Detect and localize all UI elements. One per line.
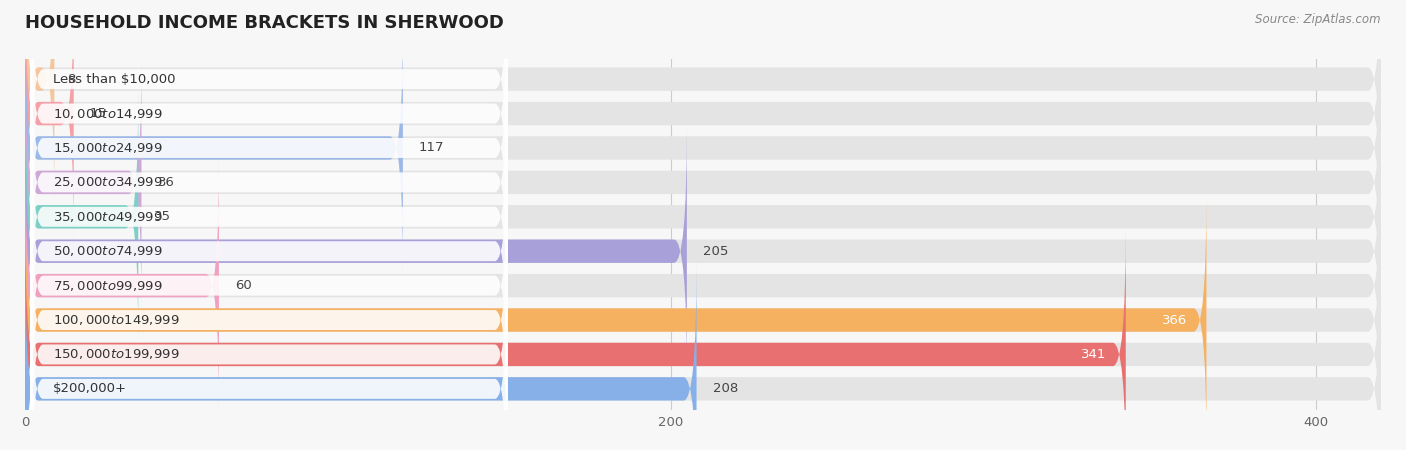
FancyBboxPatch shape [25,263,1381,450]
FancyBboxPatch shape [25,0,55,205]
FancyBboxPatch shape [30,89,508,344]
FancyBboxPatch shape [25,229,1126,450]
Text: 208: 208 [713,382,738,396]
Text: $25,000 to $34,999: $25,000 to $34,999 [53,176,163,189]
FancyBboxPatch shape [30,0,508,241]
FancyBboxPatch shape [25,160,1381,412]
Text: $200,000+: $200,000+ [53,382,127,396]
FancyBboxPatch shape [25,22,1381,274]
Text: 60: 60 [235,279,252,292]
FancyBboxPatch shape [25,0,1381,205]
Text: Less than $10,000: Less than $10,000 [53,72,176,86]
FancyBboxPatch shape [25,194,1381,446]
FancyBboxPatch shape [30,0,508,207]
FancyBboxPatch shape [25,22,404,274]
Text: 36: 36 [157,176,174,189]
FancyBboxPatch shape [25,91,138,343]
Text: 366: 366 [1161,314,1187,327]
FancyBboxPatch shape [25,194,1206,446]
FancyBboxPatch shape [25,160,219,412]
FancyBboxPatch shape [30,192,508,448]
FancyBboxPatch shape [25,56,142,308]
Text: $15,000 to $24,999: $15,000 to $24,999 [53,141,163,155]
FancyBboxPatch shape [30,227,508,450]
FancyBboxPatch shape [25,125,1381,377]
Text: 205: 205 [703,245,728,258]
Text: $75,000 to $99,999: $75,000 to $99,999 [53,279,163,292]
Text: $10,000 to $14,999: $10,000 to $14,999 [53,107,163,121]
Text: HOUSEHOLD INCOME BRACKETS IN SHERWOOD: HOUSEHOLD INCOME BRACKETS IN SHERWOOD [25,14,505,32]
FancyBboxPatch shape [30,158,508,413]
Text: 8: 8 [67,72,76,86]
Text: $50,000 to $74,999: $50,000 to $74,999 [53,244,163,258]
FancyBboxPatch shape [25,263,696,450]
FancyBboxPatch shape [30,261,508,450]
FancyBboxPatch shape [30,55,508,310]
FancyBboxPatch shape [25,0,1381,239]
FancyBboxPatch shape [25,125,688,377]
FancyBboxPatch shape [30,20,508,276]
FancyBboxPatch shape [25,56,1381,308]
Text: 15: 15 [90,107,107,120]
Text: $100,000 to $149,999: $100,000 to $149,999 [53,313,180,327]
Text: 35: 35 [155,210,172,223]
Text: Source: ZipAtlas.com: Source: ZipAtlas.com [1256,14,1381,27]
Text: 117: 117 [419,141,444,154]
FancyBboxPatch shape [30,124,508,379]
FancyBboxPatch shape [25,0,73,239]
Text: 341: 341 [1081,348,1107,361]
FancyBboxPatch shape [25,229,1381,450]
Text: $150,000 to $199,999: $150,000 to $199,999 [53,347,180,361]
FancyBboxPatch shape [25,91,1381,343]
Text: $35,000 to $49,999: $35,000 to $49,999 [53,210,163,224]
